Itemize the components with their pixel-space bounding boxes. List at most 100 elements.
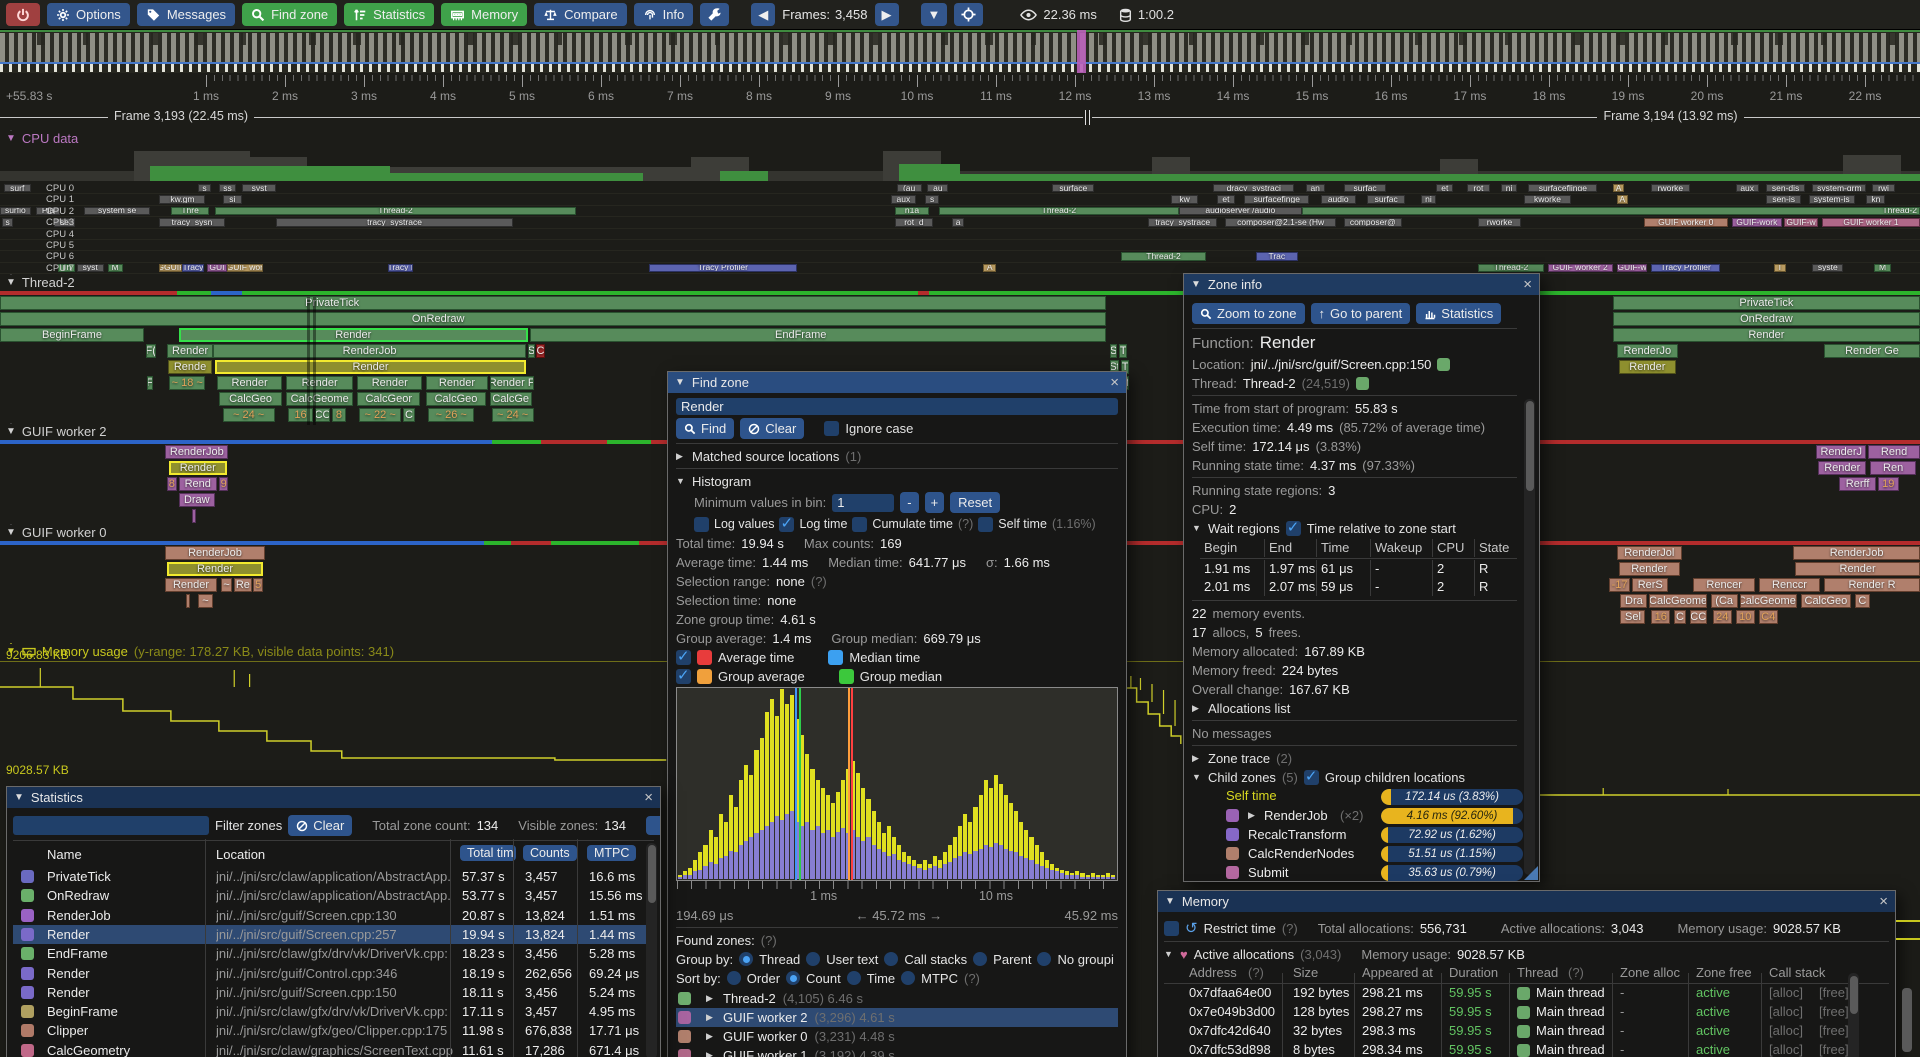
found-zone-row[interactable]: ▶ GUIF worker 2 (3,296) 4.61 s — [676, 1008, 1118, 1027]
memory-row[interactable]: 0x7dfc42d640 32 bytes 298.3 ms 59.95 s Main … — [1164, 1023, 1889, 1042]
timeline-zone[interactable] — [192, 509, 196, 523]
timeline-zone[interactable]: Thread-2 — [215, 206, 576, 216]
timeline-zone[interactable]: Render — [1818, 461, 1867, 475]
find-button[interactable]: Find — [676, 418, 735, 439]
help-marker[interactable]: (?) — [958, 517, 974, 531]
sort-by-radio[interactable] — [901, 971, 916, 985]
go-to-parent-button[interactable]: ↑ Go to parent — [1310, 303, 1411, 324]
stats-row[interactable]: Render jni/../jni/src/guif/Screen.cpp:257… — [13, 924, 654, 944]
timeline-zone[interactable]: Sel — [1620, 610, 1646, 624]
timeline-zone[interactable]: aux — [890, 195, 916, 204]
timeline-zone[interactable]: ~ 24 ~ — [222, 408, 275, 422]
alloc-callstack[interactable]: [alloc] — [1769, 985, 1803, 1000]
decrement-button[interactable]: - — [900, 492, 919, 513]
timeline-zone[interactable]: Render — [1618, 562, 1680, 576]
frame-overview-strip[interactable] — [0, 30, 1920, 73]
ignore-case-checkbox[interactable] — [824, 421, 840, 436]
group-by-radio[interactable] — [806, 952, 821, 966]
timeline-zone[interactable]: GUIF worker 0 — [1643, 218, 1728, 227]
timeline-zone[interactable]: Render — [178, 328, 528, 342]
time-ruler[interactable]: +55.83 s 1 ms 2 ms 3 ms 4 ms 5 ms 6 ms 7 ms 8 m… — [0, 73, 1920, 108]
found-zone-row[interactable]: ▶ GUIF worker 0 (3,231) 4.48 s — [676, 1027, 1118, 1046]
memory-button[interactable]: Memory — [441, 3, 528, 26]
help-marker[interactable]: (?) — [1281, 920, 1298, 936]
timeline-zone[interactable]: Thre — [170, 206, 210, 216]
timeline-zone[interactable]: Render — [167, 562, 264, 576]
info-button[interactable]: Info — [633, 3, 694, 26]
free-callstack[interactable]: [free] — [1819, 1004, 1849, 1019]
memory-row[interactable]: 0x7dfaa64e00 192 bytes 298.21 ms 59.95 s Mai… — [1164, 985, 1889, 1004]
stats-row[interactable]: Render jni/../jni/src/guif/Screen.cpp:150… — [13, 983, 654, 1002]
close-icon[interactable]: × — [1110, 374, 1119, 391]
reset-button[interactable]: Reset — [950, 492, 1001, 513]
overview-current-frame-marker[interactable] — [1077, 30, 1087, 73]
column-mtpc-button[interactable]: MTPC — [587, 845, 637, 861]
statistics-button[interactable]: Statistics — [1416, 303, 1502, 324]
matched-source-locations[interactable]: ▶ Matched source locations (1) — [676, 448, 1118, 464]
timeline-zone[interactable]: RerS — [1632, 578, 1669, 592]
timeline-zone[interactable]: Pla — [36, 206, 60, 216]
frame-b-label[interactable]: Frame 3,194 (13.92 ms) — [1597, 109, 1744, 123]
timeline-zone[interactable]: C4 — [1758, 610, 1778, 624]
histogram-plot[interactable] — [676, 687, 1118, 881]
timeline-zone[interactable]: composer@2.1-se (Hw — [1224, 218, 1337, 227]
timeline-zone[interactable]: A — [983, 263, 997, 273]
timeline-zone[interactable]: si — [222, 195, 242, 204]
timeline-zone[interactable]: CalcGeo — [1800, 594, 1851, 608]
find-zone-button[interactable]: Find zone — [242, 3, 338, 26]
timeline-zone[interactable]: S — [528, 344, 535, 358]
timeline-zone[interactable]: C — [403, 408, 415, 422]
timeline-zone[interactable]: C — [1854, 594, 1871, 608]
filter-zones-input[interactable] — [13, 816, 209, 835]
tools-button[interactable] — [700, 3, 730, 26]
timeline-scrollbar-thumb[interactable] — [1902, 988, 1912, 1052]
timeline-zone[interactable]: 8 — [167, 477, 177, 491]
stats-row[interactable]: CalcGeometry jni/../jni/src/claw/graphics… — [13, 1041, 654, 1057]
log-values-checkbox[interactable] — [694, 516, 709, 532]
timeline-zone[interactable]: sen-is — [1766, 195, 1801, 204]
timeline-zone[interactable]: RenderJob — [165, 445, 229, 459]
timeline-zone[interactable]: Render — [215, 360, 527, 374]
group-by-radio[interactable] — [1037, 952, 1052, 966]
timeline-zone[interactable]: OnRedraw — [1612, 312, 1920, 326]
timeline-zone[interactable]: an — [1305, 184, 1325, 193]
sort-by-radio[interactable] — [846, 971, 861, 985]
timeline-zone[interactable]: GUIF-w — [1616, 263, 1648, 273]
timeline-zone[interactable]: C — [1674, 610, 1686, 624]
timeline-zone[interactable]: CC — [314, 408, 331, 422]
timeline-zone[interactable]: RenderJ — [1816, 445, 1867, 459]
memory-column-header[interactable]: Zone free — [1696, 965, 1752, 980]
timeline-zone[interactable]: Tracy Profiler — [1651, 263, 1721, 273]
timeline-zone[interactable]: kn — [1866, 195, 1886, 204]
timeline-zone[interactable]: GGUIF — [159, 263, 183, 273]
memory-row[interactable]: 0x7e049b3d00 128 bytes 298.27 ms 59.95 s Mai… — [1164, 1004, 1889, 1023]
timeline-zone[interactable]: sen-dis — [1766, 184, 1805, 193]
timeline-zone[interactable]: OnRedraw — [0, 312, 1106, 326]
timeline-zone[interactable]: Thread-2 — [1301, 206, 1920, 216]
timeline-zone[interactable]: I — [1774, 263, 1786, 273]
zone-info-titlebar[interactable]: ▼ Zone info × — [1184, 274, 1539, 295]
zone-trace-header[interactable]: ▶ Zone trace (2) — [1192, 750, 1517, 766]
memory-usage-header[interactable]: ▼ Memory usage (y-range: 178.27 KB, visi… — [0, 643, 1920, 660]
timeline-zone[interactable]: surfac — [1367, 195, 1406, 204]
timeline-zone[interactable]: kw.gm — [159, 195, 206, 204]
memory-column-header[interactable]: Call stack — [1769, 965, 1826, 980]
thread-header[interactable]: ▼ GUIF worker 0 — [0, 524, 1920, 541]
timeline-zone[interactable]: ~ 18 ~ — [168, 376, 206, 390]
help-marker[interactable]: (?) — [760, 932, 777, 948]
timeline-zone[interactable]: ~ 24 ~ — [491, 408, 534, 422]
sort-by-radio[interactable] — [726, 971, 741, 985]
timeline-zone[interactable]: M — [1873, 263, 1892, 273]
timeline-zone[interactable]: ~ — [197, 594, 214, 608]
timeline-zone[interactable]: kworke — [1524, 195, 1571, 204]
timeline-zone[interactable]: Thread-2 — [1478, 263, 1544, 273]
free-callstack[interactable]: [free] — [1819, 985, 1849, 1000]
timeline-zone[interactable]: ni — [1501, 184, 1517, 193]
timeline-zone[interactable]: rot — [1466, 184, 1490, 193]
frame-separator-row[interactable]: Frame 3,193 (22.45 ms) Frame 3,194 (13.9… — [0, 108, 1920, 128]
column-counts-button[interactable]: Counts — [523, 845, 577, 861]
statistics-scrollbar[interactable] — [646, 843, 657, 1057]
memory-column-header[interactable]: Address — [1189, 965, 1237, 980]
timeline-zone[interactable]: F( — [145, 344, 156, 358]
timeline-zone[interactable]: 19 — [1877, 477, 1899, 491]
